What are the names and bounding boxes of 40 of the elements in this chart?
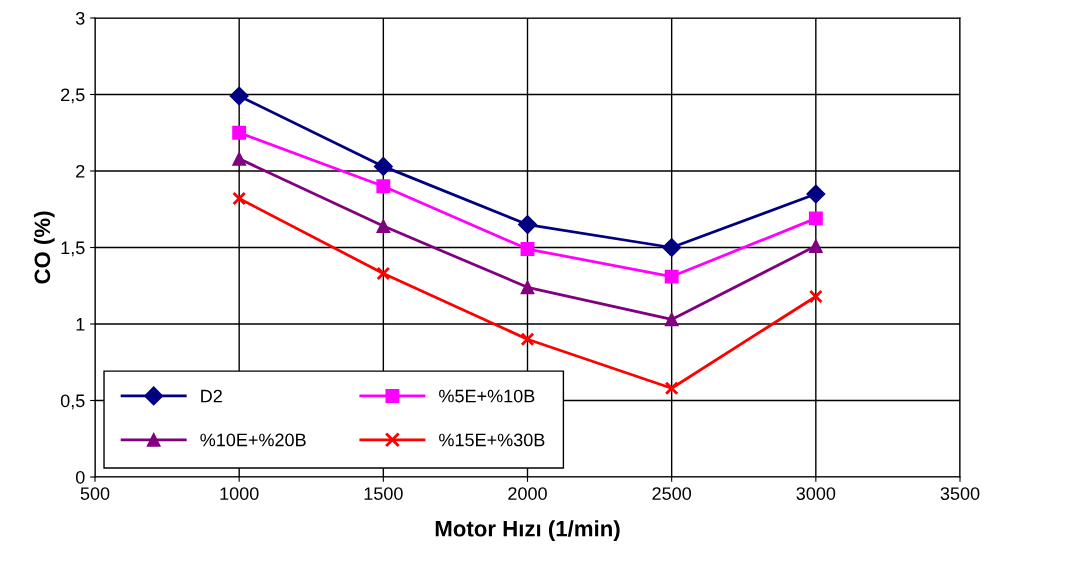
point: [808, 289, 823, 304]
legend-label: %15E+%30B: [439, 433, 545, 447]
y-tick-label: 0,5: [60, 394, 85, 410]
y-tick-label: 3: [75, 11, 85, 25]
legend-label: D2: [201, 389, 222, 403]
x-axis-title: Motor Hızı (1/min): [435, 520, 620, 541]
y-tick-label: 1: [76, 318, 85, 331]
point: [806, 184, 826, 204]
point: [232, 125, 247, 140]
point: [232, 151, 247, 166]
point: [664, 269, 679, 284]
point: [520, 242, 535, 256]
y-tick-label: 2,5: [61, 88, 85, 104]
point: [808, 239, 823, 253]
y-tick-label: 1,5: [61, 241, 85, 257]
point: [520, 280, 535, 295]
x-tick-label: 1500: [364, 487, 403, 500]
point: [376, 219, 391, 234]
point: [520, 332, 535, 347]
point: [232, 191, 247, 206]
legend-label: %5E+%10B: [439, 389, 535, 403]
point: [517, 215, 538, 235]
x-tick-label: 500: [80, 487, 110, 500]
y-axis-title: CO (%): [33, 211, 55, 284]
x-tick-label: 1000: [220, 487, 259, 500]
point: [664, 312, 679, 327]
x-tick-label: 3500: [940, 487, 980, 500]
point: [373, 156, 393, 176]
x-tick-label: 2500: [652, 487, 692, 500]
x-tick-label: 3000: [796, 487, 836, 500]
point: [808, 211, 823, 226]
y-tick-label: 0: [75, 470, 85, 484]
point: [662, 237, 682, 258]
point: [376, 266, 391, 281]
point: [229, 86, 249, 106]
x-tick-label: 2000: [508, 487, 547, 500]
point: [664, 381, 679, 396]
point: [376, 179, 391, 194]
legend-label: %10E+%20B: [200, 433, 306, 447]
y-tick-label: 2: [76, 164, 85, 178]
